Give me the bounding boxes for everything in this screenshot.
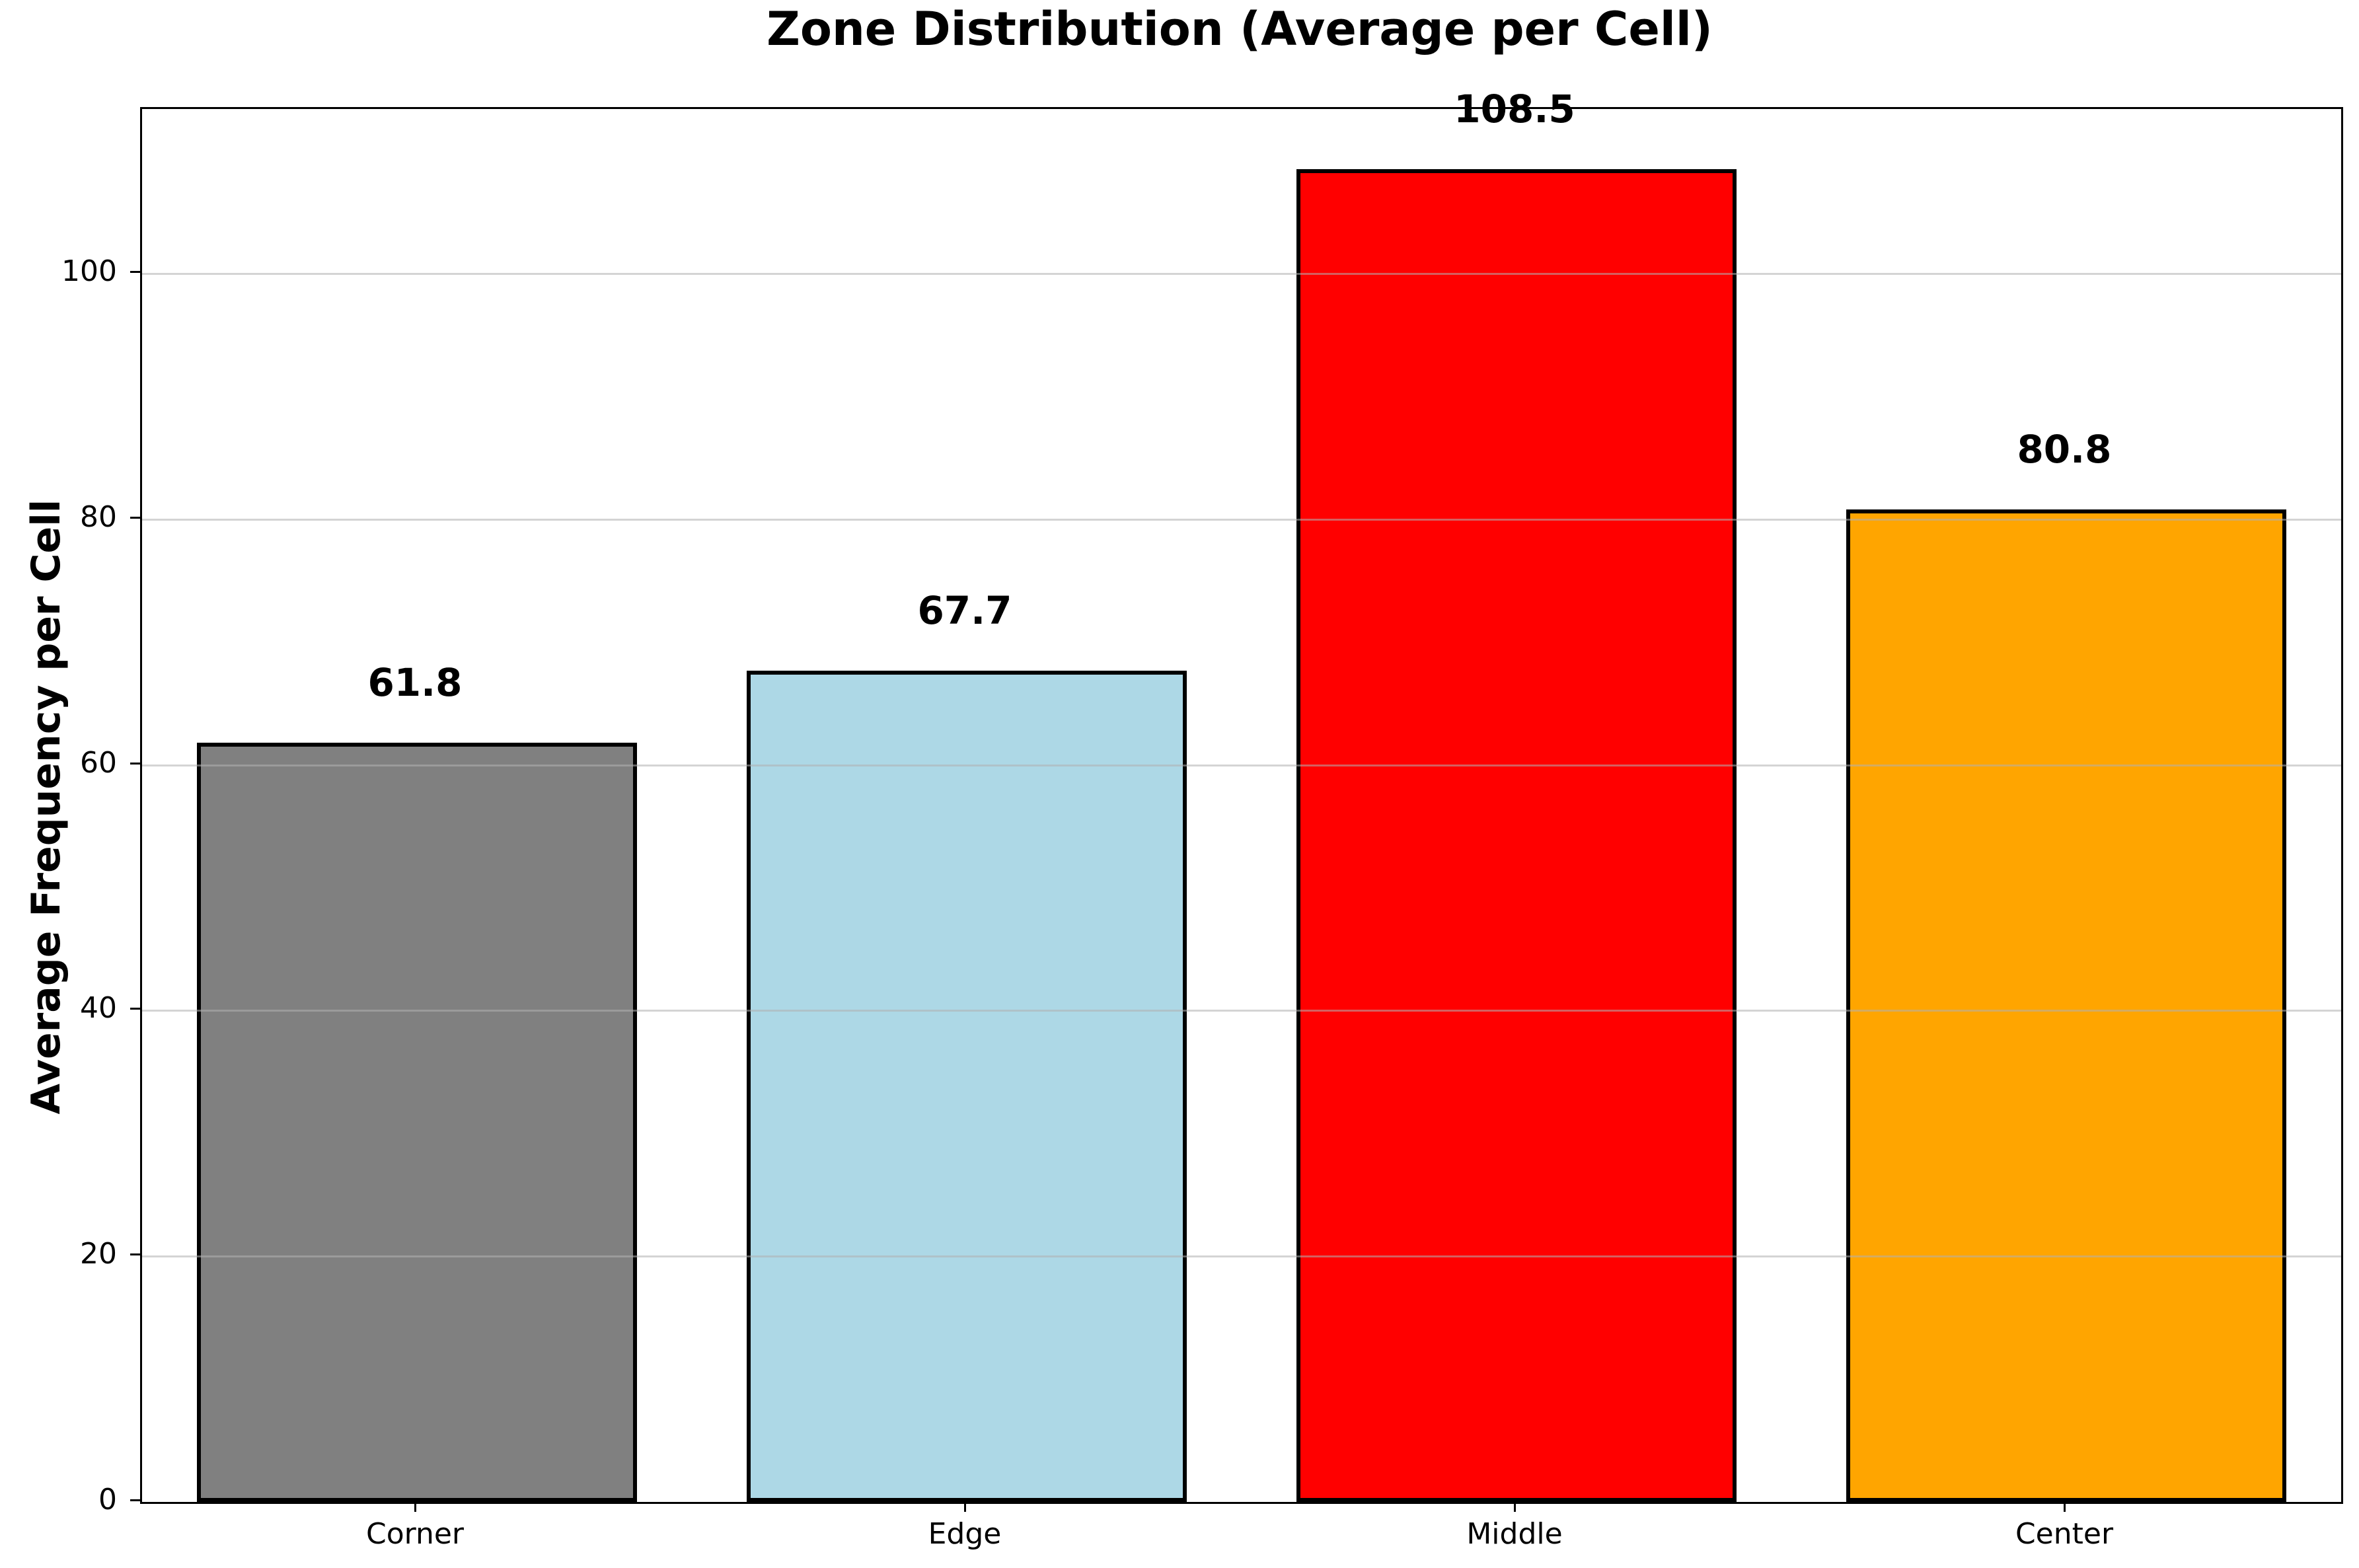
y-tick-mark (130, 1008, 140, 1010)
x-tick-mark (414, 1502, 416, 1512)
y-tick-label-0: 0 (98, 1483, 117, 1516)
bar-value-label-center: 80.8 (2017, 427, 2112, 472)
y-axis-label: Average Frequency per Cell (23, 499, 69, 1115)
bar-value-label-edge: 67.7 (917, 588, 1012, 633)
y-tick-mark (130, 1253, 140, 1255)
gridline-y-100 (142, 273, 2341, 275)
gridline-y-60 (142, 765, 2341, 766)
gridline-y-40 (142, 1010, 2341, 1012)
y-tick-mark (130, 1499, 140, 1501)
y-tick-label-40: 40 (80, 991, 117, 1025)
x-tick-label-edge: Edge (928, 1517, 1002, 1551)
y-tick-mark (130, 763, 140, 765)
x-tick-label-middle: Middle (1466, 1517, 1563, 1551)
bar-value-label-middle: 108.5 (1454, 87, 1575, 131)
y-tick-label-100: 100 (61, 254, 117, 288)
chart-title: Zone Distribution (Average per Cell) (767, 2, 1713, 56)
bar-middle (1296, 169, 1737, 1502)
x-tick-mark (2064, 1502, 2066, 1512)
y-tick-mark (130, 271, 140, 273)
bar-edge (747, 671, 1187, 1502)
x-tick-mark (1514, 1502, 1516, 1512)
y-tick-label-60: 60 (80, 746, 117, 780)
plot-area (140, 107, 2343, 1504)
bar-corner (197, 743, 637, 1502)
x-tick-label-center: Center (2015, 1517, 2114, 1551)
y-tick-label-20: 20 (80, 1237, 117, 1271)
bar-value-label-corner: 61.8 (367, 660, 463, 705)
x-tick-mark (964, 1502, 966, 1512)
bar-center (1846, 509, 2286, 1502)
y-tick-mark (130, 517, 140, 519)
y-tick-label-80: 80 (80, 500, 117, 534)
gridline-y-20 (142, 1255, 2341, 1257)
x-tick-label-corner: Corner (365, 1517, 464, 1551)
gridline-y-80 (142, 519, 2341, 521)
